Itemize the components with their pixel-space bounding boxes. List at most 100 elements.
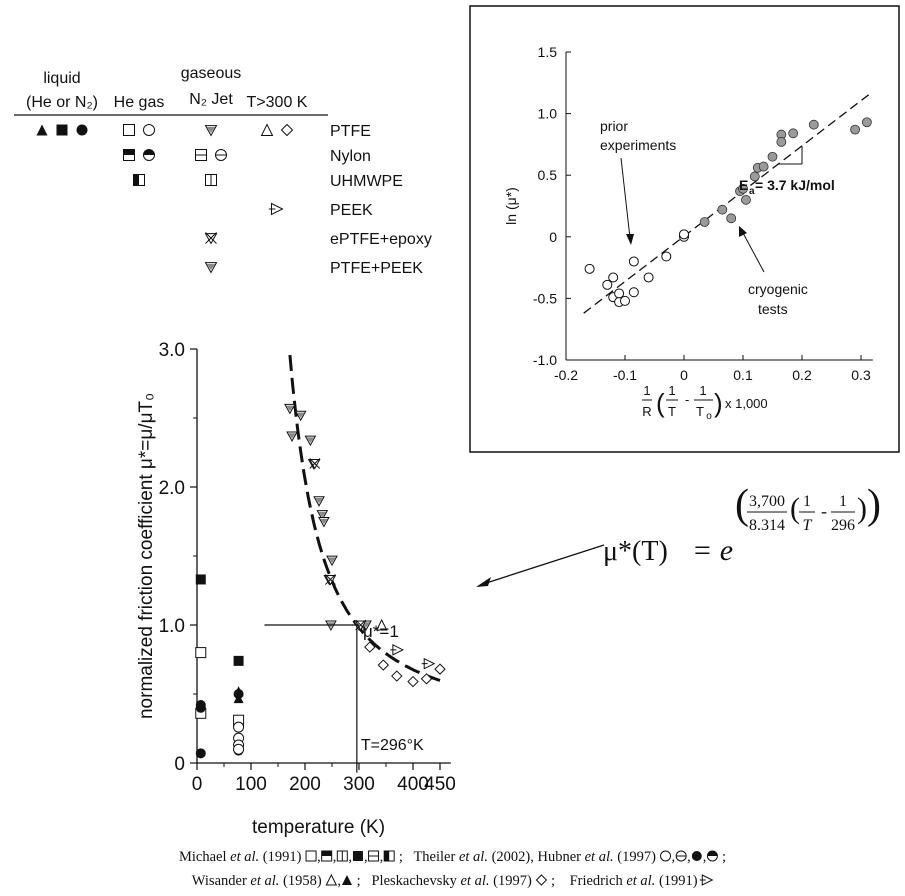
inset-xlabel-part: 1 — [643, 383, 650, 398]
reference-text: Michael — [179, 849, 230, 865]
reference-text: (1997) — [614, 849, 660, 865]
tri-filled-marker — [36, 124, 48, 136]
legend-header: T>300 K — [247, 94, 308, 111]
equation-paren: ) — [867, 482, 881, 528]
inset-xlabel-part: 1 — [668, 383, 675, 398]
circle-gray-marker — [758, 161, 769, 172]
reference-text: Wisander — [192, 873, 251, 889]
reference-text: ; Pleskachevsky — [353, 873, 461, 889]
fit-curve — [288, 354, 441, 682]
y-tick-label: 3.0 — [159, 340, 185, 361]
inset-y-tick-label: -1.0 — [533, 352, 557, 368]
inset-xlabel-paren: ) — [714, 388, 723, 418]
inset-y-axis-title: ln (μ*) — [503, 187, 519, 225]
tri-down-x-marker — [308, 458, 321, 470]
inset-axes: -0.2 -0.1 0 0.1 0.2 0.3 -1.0 -0.5 0 0.5 1.0 1.5 ln (… — [503, 44, 873, 422]
y-tick-label: 2.0 — [159, 478, 185, 499]
circle-filled-marker — [195, 702, 206, 713]
main-data-points — [195, 403, 446, 759]
diamond-open-marker — [377, 659, 390, 671]
square-filled-marker — [233, 655, 244, 666]
circle-open-marker — [661, 251, 672, 262]
legend-material: PTFE — [330, 123, 371, 140]
inset-y-tick-label: 1.0 — [538, 106, 558, 122]
inset-xlabel-part: T — [668, 404, 676, 419]
reference-text: , — [364, 849, 368, 865]
inset-xlabel-part: T — [696, 404, 704, 419]
tri-filled-marker — [233, 693, 244, 704]
fit-curve-line — [288, 354, 441, 682]
prior-arrow — [620, 157, 631, 239]
tri-right-open-marker — [390, 644, 404, 656]
circle-half-horiz-marker — [215, 149, 227, 161]
x-tick-label: 400 — [397, 774, 429, 795]
reference-text: et al. — [626, 873, 655, 889]
prior-label: prior — [600, 118, 628, 134]
square-half-left-marker — [133, 174, 145, 186]
legend-material: ePTFE+epoxy — [330, 231, 432, 248]
reference-text: (1958) — [279, 873, 325, 889]
circle-open-marker — [614, 288, 625, 299]
inset-chart: -0.2 -0.1 0 0.1 0.2 0.3 -1.0 -0.5 0 0.5 1.0 1.5 ln (… — [469, 5, 900, 453]
equation-lhs: μ*(T) — [603, 536, 668, 567]
diamond-open-marker — [364, 641, 376, 653]
reference-text: , — [672, 849, 676, 865]
reference-text: et al. — [585, 849, 614, 865]
reference-text: et al. — [459, 849, 488, 865]
equation-den2: T — [803, 517, 813, 534]
circle-gray-marker — [738, 183, 748, 194]
circle-gray-marker — [749, 171, 760, 182]
equation-den3: 296 — [831, 517, 855, 534]
reference-text: , — [687, 849, 691, 865]
circle-open-marker — [602, 279, 613, 290]
legend-material: Nylon — [330, 148, 371, 165]
square-half-top-marker — [123, 149, 135, 161]
circle-gray-marker — [776, 137, 787, 147]
tri-down-half-marker — [204, 262, 218, 274]
inset-x-tick-label: 0 — [680, 367, 688, 383]
tri-down-half-marker — [313, 496, 325, 507]
legend-material: PEEK — [330, 202, 373, 219]
square-half-vert-marker — [336, 850, 348, 862]
inset-xlabel-part: - — [685, 392, 689, 407]
prior-arrowhead — [626, 234, 634, 245]
circle-gray-marker — [862, 117, 872, 128]
x-tick-label: 100 — [235, 774, 267, 795]
tri-down-x-marker — [324, 574, 337, 586]
equation-paren: ( — [790, 492, 800, 525]
tri-down-half-marker — [326, 555, 338, 567]
equation-arrowhead — [476, 577, 491, 587]
inset-xlabel-part: o — [706, 411, 712, 422]
diamond-open-marker — [535, 874, 548, 886]
tri-down-half-marker — [294, 410, 307, 422]
t-ref-label: T=296°K — [361, 737, 424, 754]
prior-label: experiments — [600, 137, 676, 153]
square-open-marker — [305, 850, 317, 862]
circle-open-marker — [143, 124, 155, 136]
reference-text: et al. — [250, 873, 279, 889]
inset-frame — [469, 5, 900, 453]
circle-filled-marker — [691, 851, 702, 861]
inset-y-tick-label: 1.5 — [538, 44, 558, 60]
equation-paren: ) — [857, 492, 867, 525]
cryo-arrow — [742, 232, 765, 273]
square-half-left-marker — [383, 850, 395, 862]
square-filled-marker — [352, 851, 363, 861]
tri-right-open-marker — [699, 874, 714, 886]
tri-down-half-marker — [318, 517, 330, 528]
reference-text: (2002), Hubner — [488, 849, 585, 865]
inset-x-tick-label: 0.3 — [851, 367, 871, 383]
inset-xlabel-part: R — [642, 404, 651, 419]
reference-text: et al. — [460, 873, 489, 889]
circle-open-marker — [643, 272, 654, 283]
reference-text: ; — [718, 849, 726, 865]
circle-open-marker — [584, 263, 595, 274]
equation-rhs: = e — [692, 534, 733, 567]
x-tick-label: 300 — [343, 774, 375, 795]
reference-text: et al. — [230, 849, 259, 865]
diamond-open-marker — [434, 663, 446, 675]
circle-half-top-marker — [143, 149, 155, 161]
circle-gray-marker — [808, 119, 819, 130]
circle-open-marker — [660, 850, 672, 862]
